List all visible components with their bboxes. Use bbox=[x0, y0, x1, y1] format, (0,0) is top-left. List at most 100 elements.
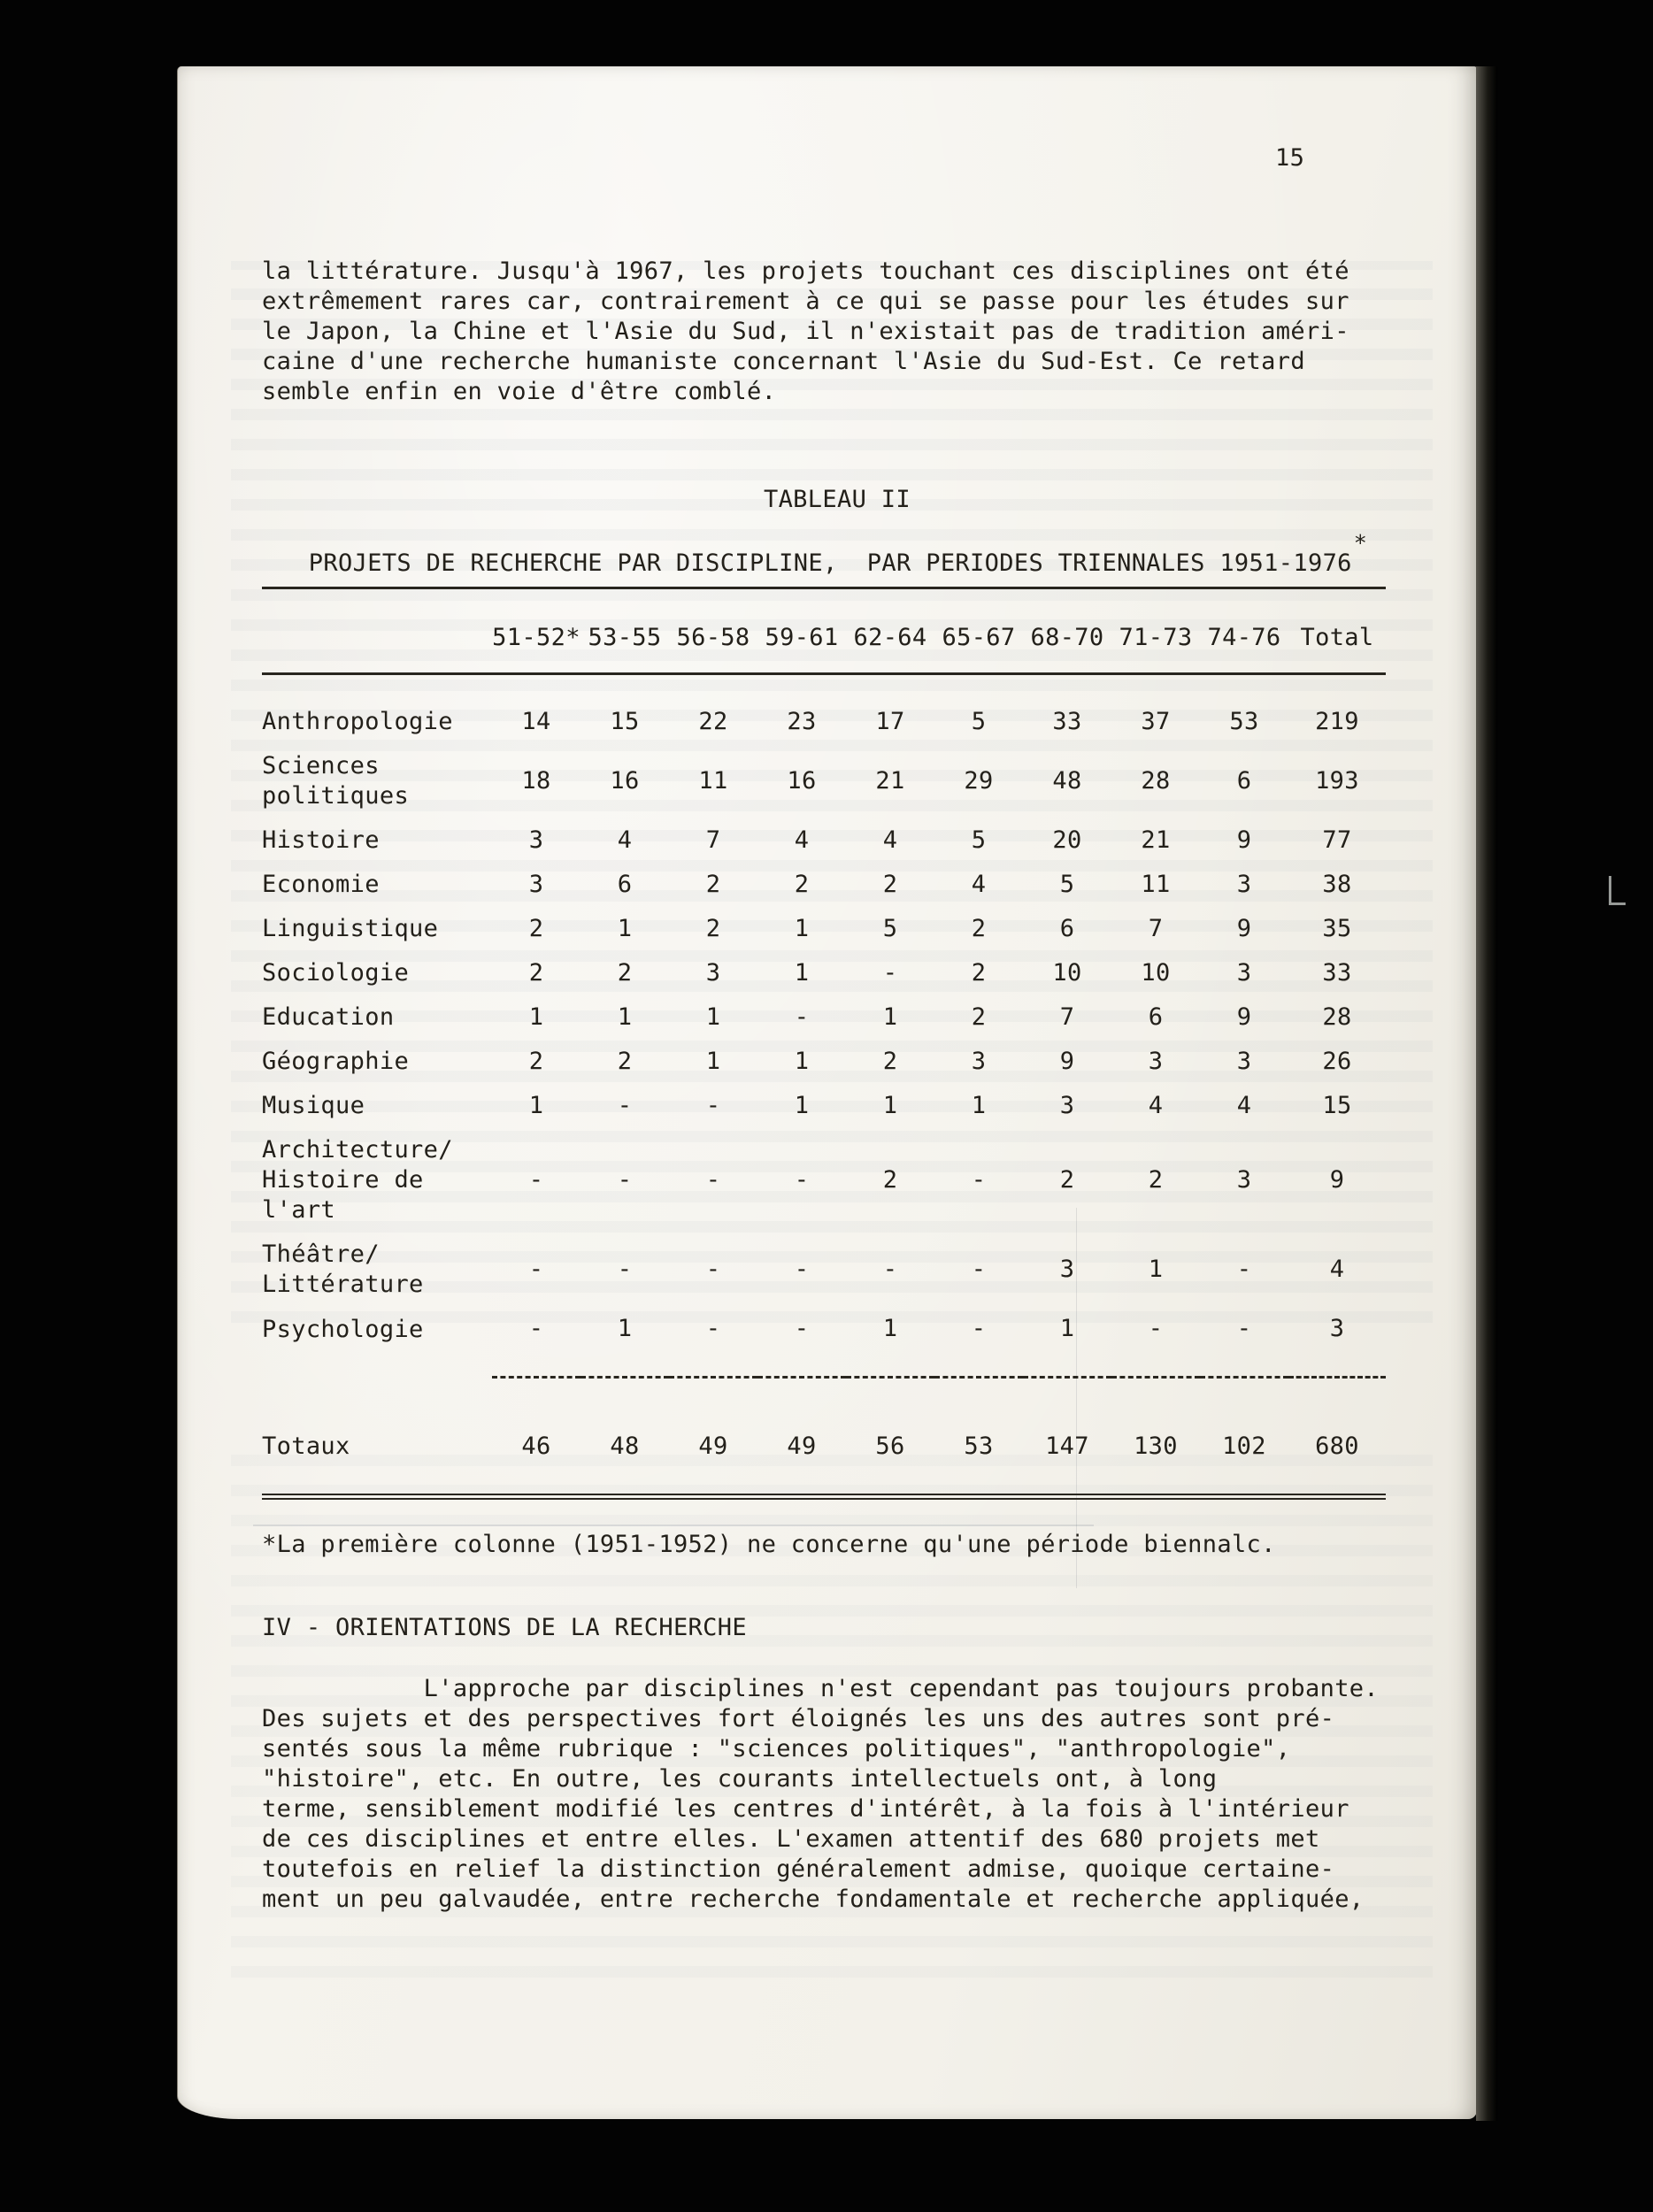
scan-artifact-mark bbox=[1609, 876, 1626, 905]
cell-value: - bbox=[528, 1256, 544, 1283]
table-title: TABLEAU II bbox=[763, 486, 911, 513]
column-header: 51-52* bbox=[492, 587, 580, 675]
cell-value: 2 bbox=[971, 959, 987, 987]
section-heading: IV - ORIENTATIONS DE LA RECHERCHE bbox=[262, 1614, 747, 1641]
cell-value: 3 bbox=[1059, 1256, 1075, 1283]
cell-value: 17 bbox=[875, 708, 905, 735]
cell-value: 33 bbox=[1052, 708, 1082, 735]
cell-value: - bbox=[794, 1256, 810, 1283]
column-header: 56-58 bbox=[669, 587, 757, 675]
cell-value: - bbox=[1236, 1256, 1252, 1283]
dashed-rule bbox=[492, 1376, 1386, 1410]
cell-value: 3 bbox=[1236, 1166, 1252, 1194]
cell-value: 7 bbox=[705, 826, 721, 854]
row-label: Sociologie bbox=[262, 959, 410, 987]
table-row: Géographie 2 2 1 1 2 3 9 3 3 26 bbox=[262, 1040, 1386, 1084]
cell-value: 2 bbox=[705, 915, 721, 942]
cell-value: - bbox=[971, 1256, 987, 1283]
cell-value: 6 bbox=[1059, 915, 1075, 942]
table-row: Théâtre/ Littérature - - - - - - 3 1 - 4 bbox=[262, 1233, 1386, 1307]
table-row: Histoire 3 4 7 4 4 5 20 21 9 77 bbox=[262, 818, 1386, 863]
row-total: 193 bbox=[1315, 767, 1359, 795]
cell-value: 9 bbox=[1236, 1003, 1252, 1031]
totals-value: 49 bbox=[787, 1432, 817, 1460]
cell-value: 5 bbox=[1059, 871, 1075, 898]
row-label: Histoire bbox=[262, 826, 380, 854]
row-total: 26 bbox=[1322, 1048, 1352, 1075]
cell-value: 16 bbox=[787, 767, 817, 795]
cell-value: 9 bbox=[1236, 826, 1252, 854]
table-row: Sciences politiques 18 16 11 16 21 29 48 28 6 193 bbox=[262, 744, 1386, 818]
cell-value: 3 bbox=[1236, 1048, 1252, 1075]
cell-value: 48 bbox=[1052, 767, 1082, 795]
table-row: Sociologie 2 2 3 1-2 10 10 3 33 bbox=[262, 951, 1386, 995]
cell-value: 28 bbox=[1141, 767, 1171, 795]
cell-value: - bbox=[617, 1166, 633, 1194]
cell-value: 2 bbox=[617, 959, 633, 987]
cell-value: 1 bbox=[971, 1092, 987, 1119]
row-total: 38 bbox=[1322, 871, 1352, 898]
cell-value: - bbox=[617, 1256, 633, 1283]
row-label: Linguistique bbox=[262, 915, 439, 942]
column-header: 59-61 bbox=[757, 587, 846, 675]
row-label: Anthropologie bbox=[262, 708, 453, 735]
cell-value: 2 bbox=[617, 1048, 633, 1075]
cell-value: 29 bbox=[964, 767, 994, 795]
cell-value: 7 bbox=[1148, 915, 1164, 942]
cell-value: 1 bbox=[705, 1048, 721, 1075]
cell-value: 21 bbox=[1141, 826, 1171, 854]
cell-value: 1 bbox=[1148, 1256, 1164, 1283]
row-total: 4 bbox=[1329, 1256, 1345, 1283]
row-label: Géographie bbox=[262, 1048, 410, 1075]
grand-total-value: 680 bbox=[1315, 1432, 1359, 1460]
cell-value: 2 bbox=[882, 1048, 898, 1075]
cell-value: - bbox=[794, 1315, 810, 1342]
cell-value: 6 bbox=[1236, 767, 1252, 795]
cell-value: 2 bbox=[794, 871, 810, 898]
cell-value: 1 bbox=[1059, 1315, 1075, 1342]
cell-value: 1 bbox=[882, 1315, 898, 1342]
cell-value: 2 bbox=[882, 871, 898, 898]
table-subtitle-text: PROJETS DE RECHERCHE PAR DISCIPLINE, PAR… bbox=[308, 549, 1352, 577]
table-footer: Totaux 46 48 49 49 56 53 147 130 102 680 bbox=[262, 1376, 1386, 1497]
intro-paragraph: la littérature. Jusqu'à 1967, les projet… bbox=[262, 257, 1349, 405]
row-label: Sciences politiques bbox=[262, 752, 410, 810]
row-total: 9 bbox=[1329, 1166, 1345, 1194]
cell-value: 1 bbox=[882, 1003, 898, 1031]
cell-value: 23 bbox=[787, 708, 817, 735]
row-total: 219 bbox=[1315, 708, 1359, 735]
cell-value: 3 bbox=[1236, 871, 1252, 898]
table-row: Architecture/ Histoire de l'art - - - - 2 - 2 2 3… bbox=[262, 1128, 1386, 1233]
row-label: Théâtre/ Littérature bbox=[262, 1240, 424, 1298]
table-row: Education 1 1 1 - 1 2 7 6 9 28 bbox=[262, 995, 1386, 1040]
table-row: Anthropologie 14 15 22 23 17 5 33 37 53 219 bbox=[262, 674, 1386, 745]
totals-label: Totaux bbox=[262, 1432, 350, 1460]
cell-value: 9 bbox=[1059, 1048, 1075, 1075]
cell-value: 4 bbox=[1148, 1092, 1164, 1119]
table-footnote: *La première colonne (1951-1952) ne conc… bbox=[262, 1531, 1276, 1558]
column-header: 68-70 bbox=[1023, 587, 1111, 675]
research-projects-table: 51-52* 53-55 56-58 59-61 62-64 65-67 68-… bbox=[262, 587, 1386, 1500]
cell-value: 4 bbox=[971, 871, 987, 898]
row-label: Architecture/ Histoire de l'art bbox=[262, 1136, 453, 1224]
cell-value: 1 bbox=[617, 1315, 633, 1342]
cell-value: 2 bbox=[1059, 1166, 1075, 1194]
cell-value: 4 bbox=[794, 826, 810, 854]
cell-value: 1 bbox=[794, 959, 810, 987]
cell-value: - bbox=[794, 1166, 810, 1194]
cell-value: - bbox=[1148, 1315, 1164, 1342]
cell-value: 1 bbox=[617, 1003, 633, 1031]
row-label: Psychologie bbox=[262, 1315, 424, 1343]
cell-value: 3 bbox=[1059, 1092, 1075, 1119]
totals-value: 46 bbox=[521, 1432, 551, 1460]
cell-value: 4 bbox=[1236, 1092, 1252, 1119]
row-total: 33 bbox=[1322, 959, 1352, 987]
cell-value: - bbox=[971, 1166, 987, 1194]
column-header: 71-73 bbox=[1111, 587, 1200, 675]
cell-value: - bbox=[1236, 1315, 1252, 1342]
cell-value: 9 bbox=[1236, 915, 1252, 942]
cell-value: 1 bbox=[528, 1092, 544, 1119]
column-header: 74-76 bbox=[1200, 587, 1288, 675]
totals-value: 147 bbox=[1045, 1432, 1089, 1460]
